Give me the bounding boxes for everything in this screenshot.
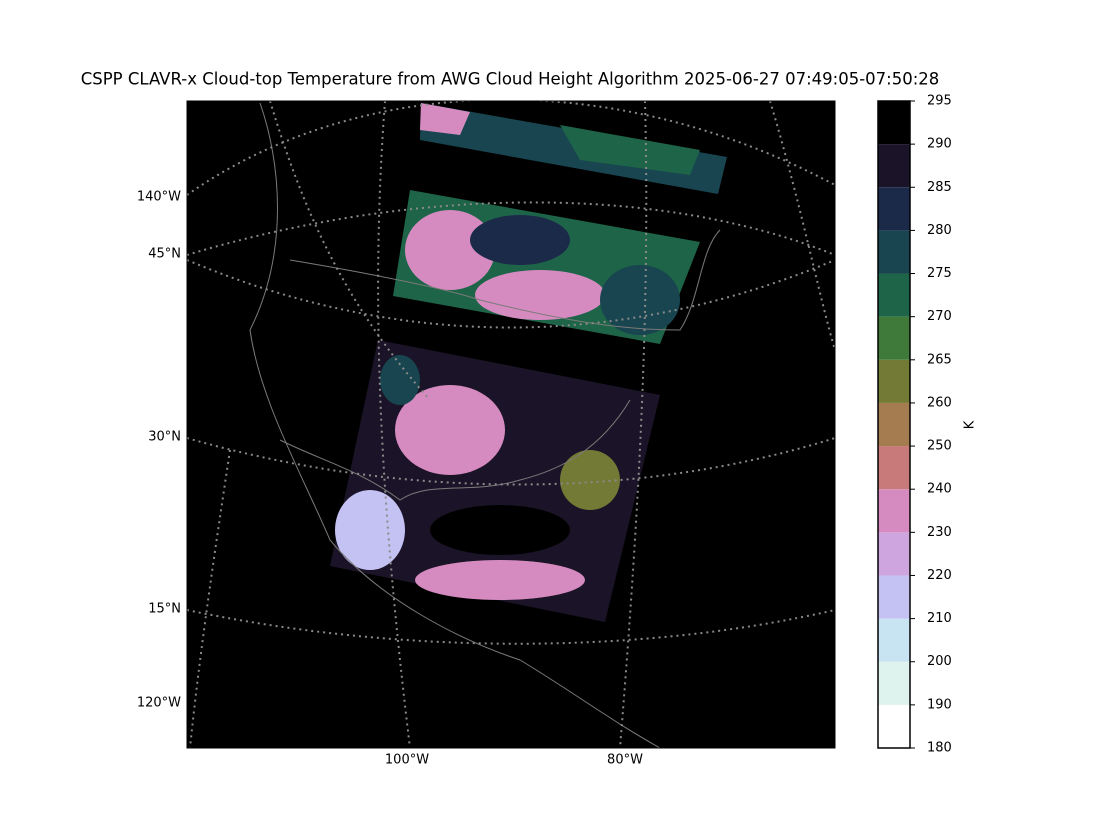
cloud [415, 560, 585, 600]
cloud [380, 355, 420, 405]
map-frame [186, 100, 836, 749]
colorbar-bin [878, 661, 910, 705]
colorbar-tick-label: 220 [927, 568, 952, 583]
colorbar-tick-label: 210 [927, 611, 952, 626]
colorbar-bin [878, 273, 910, 317]
colorbar-bin [878, 532, 910, 576]
colorbar-bin [878, 446, 910, 490]
clear [430, 505, 570, 555]
colorbar-bin [878, 618, 910, 662]
colorbar-tick-label: 260 [927, 395, 952, 410]
cloud [475, 270, 605, 320]
cloud [560, 450, 620, 510]
coastline [249, 102, 661, 748]
colorbar-bin [878, 359, 910, 403]
cloud [600, 265, 680, 335]
graticule [619, 101, 648, 748]
map-label: 15°N [148, 602, 181, 617]
colorbar-bin [878, 316, 910, 360]
colorbar-bin [878, 101, 910, 145]
map-label: 140°W [137, 190, 181, 205]
cloud [405, 210, 495, 290]
border [289, 229, 721, 331]
graticule [769, 101, 835, 351]
colorbar-tick-label: 180 [927, 741, 952, 756]
cloud [395, 385, 505, 475]
colorbar-tick-label: 265 [927, 352, 952, 367]
colorbar-tick-label: 270 [927, 309, 952, 324]
map-label: 120°W [137, 696, 181, 711]
colorbar-bin [878, 144, 910, 188]
coastline [279, 399, 631, 501]
chart-title: CSPP CLAVR-x Cloud-top Temperature from … [81, 70, 940, 89]
map-label: 30°N [148, 430, 181, 445]
colorbar-bin [878, 402, 910, 447]
colorbar-tick-label: 290 [927, 137, 952, 152]
map [186, 100, 836, 749]
colorbar-bin [878, 704, 910, 748]
colorbar-bin [878, 489, 910, 533]
colorbar-tick-label: 240 [927, 482, 952, 497]
colorbar-tick-label: 250 [927, 439, 952, 454]
colorbar-tick-label: 230 [927, 525, 952, 540]
cloud [420, 103, 470, 135]
colorbar-tick-label: 295 [927, 94, 952, 109]
cloud [560, 125, 700, 175]
cloud [335, 490, 405, 570]
colorbar-tick-label: 190 [927, 697, 952, 712]
graticule [187, 101, 835, 196]
colorbar-tick-label: 200 [927, 654, 952, 669]
graticule [189, 449, 231, 748]
map-label: 100°W [385, 753, 429, 768]
colorbar-bin [878, 230, 910, 274]
colorbar-frame [877, 100, 911, 749]
graticule [187, 259, 835, 329]
map-label: 45°N [148, 247, 181, 262]
colorbar-bin [878, 575, 910, 619]
colorbar-tick-label: 285 [927, 180, 952, 195]
colorbar-tick-label: 275 [927, 266, 952, 281]
graticule [377, 101, 411, 748]
map-label: 80°W [607, 753, 643, 768]
colorbar-label: K [963, 420, 978, 429]
cloud [470, 215, 570, 265]
colorbar-bin [878, 187, 910, 231]
colorbar-tick-label: 280 [927, 223, 952, 238]
